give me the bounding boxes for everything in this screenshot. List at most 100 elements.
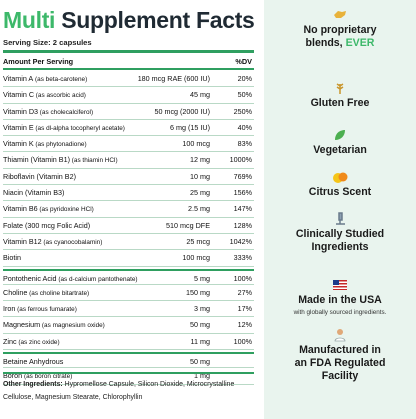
nutrient-source: (as cyanocobalamin) [41, 238, 103, 246]
nutrient-name: Vitamin K [3, 139, 34, 149]
nutrient-source: (as dl-alpha tocopheryl acetate) [33, 124, 125, 132]
feature-gluten-free: Gluten Free [264, 81, 416, 110]
nutrient-cell: Zinc (as zinc oxide) [3, 334, 60, 351]
feature-fda-facility: Manufactured in an FDA Regulated Facilit… [264, 328, 416, 383]
features-panel: No proprietary blends, EVER Gluten Free … [264, 0, 416, 419]
table-row: Pontothenic Acid (as d-calcium pantothen… [3, 268, 254, 288]
nutrient-dv: 50% [237, 90, 252, 100]
nutrient-dv: 17% [237, 304, 252, 314]
nutrient-source: (as ferrous fumarate) [15, 306, 77, 314]
footer-rule [3, 372, 254, 374]
title-accent: Multi [3, 7, 56, 33]
nutrient-dv: 100% [233, 273, 252, 283]
nutrient-name: Iron [3, 304, 16, 314]
nutrient-dv: 147% [233, 204, 252, 214]
header-bottom-rule [3, 68, 254, 70]
nutrient-amount: 5 mg [194, 273, 210, 283]
nutrient-cell: Niacin (Vitamin B3) [3, 185, 64, 202]
nutrient-dv: 333% [233, 253, 252, 263]
nutrient-amount: 1 mg [194, 371, 210, 381]
nutrient-source: (as phytonadione) [33, 141, 87, 149]
nutrient-cell: Boron (as boron citrate) [3, 368, 72, 385]
nutrient-amount: 100 mcg [182, 253, 210, 263]
nutrient-amount: 50 mg [190, 357, 210, 367]
table-row: Riboflavin (Vitamin B2) 10 mg 769% [3, 169, 254, 186]
table-row: Vitamin D3 (as cholecalciferol) 50 mcg (2… [3, 104, 254, 120]
feature-no-proprietary: No proprietary blends, EVER [264, 8, 416, 50]
title-rest: Supplement Facts [55, 7, 255, 33]
nutrient-amount: 25 mcg [186, 236, 210, 246]
header-rule [3, 50, 254, 53]
table-row: Biotin 100 mcg 333% [3, 250, 254, 267]
nutrient-cell: Magnesium (as magnesium oxide) [3, 317, 105, 334]
nutrient-cell: Iron (as ferrous fumarate) [3, 301, 77, 318]
nutrient-cell: Vitamin A (as beta-carotene) [3, 71, 87, 88]
nutrient-name: Vitamin D3 [3, 106, 39, 116]
nutrient-name: Folate (300 mcg Folic Acid) [3, 220, 91, 230]
nutrient-name: Choline [3, 287, 28, 297]
feature-clinically-studied: Clinically Studied Ingredients [264, 212, 416, 254]
table-row: Vitamin B6 (as pyridoxine HCl) 2.5 mg 147% [3, 201, 254, 218]
nutrient-cell: Choline (as choline bitartrate) [3, 285, 89, 302]
table-row: Vitamin C (as ascorbic acid) 45 mg 50% [3, 87, 254, 104]
nutrient-source: (as thiamin HCl) [69, 157, 118, 165]
nutrient-amount: 2.5 mg [188, 204, 210, 214]
nutrient-source: (as zinc oxide) [16, 338, 60, 346]
nutrient-cell: Vitamin B6 (as pyridoxine HCl) [3, 201, 94, 218]
nutrient-amount: 150 mg [186, 287, 210, 297]
nutrient-source: (as choline bitartrate) [27, 289, 90, 297]
nutrient-dv: 12% [237, 320, 252, 330]
nutrient-cell: Folate (300 mcg Folic Acid) [3, 218, 90, 235]
nutrient-amount: 45 mg [190, 90, 210, 100]
nutrient-table: Vitamin A (as beta-carotene) 180 mcg RAE … [3, 71, 254, 385]
nutrient-dv: 250% [233, 106, 252, 116]
nutrient-name: Vitamin B6 [3, 204, 38, 214]
nutrient-amount: 3 mg [194, 304, 210, 314]
nutrient-name: Vitamin A [3, 74, 34, 83]
feature-sublabel: with globally sourced ingredients. [293, 309, 387, 316]
nutrient-amount: 10 mg [190, 171, 210, 181]
table-header: Amount Per Serving %DV [3, 57, 254, 69]
scientist-icon [334, 329, 346, 342]
nutrient-name: Betaine Anhydrous [3, 357, 64, 367]
nutrient-name: Niacin (Vitamin B3) [3, 188, 65, 198]
nutrient-amount: 11 mg [190, 336, 210, 346]
table-row: Thiamin (Vitamin B1) (as thiamin HCl) 12 … [3, 152, 254, 169]
feature-label: Manufactured in [299, 344, 381, 356]
nutrient-dv: 769% [233, 171, 252, 181]
nutrient-cell: Pontothenic Acid (as d-calcium pantothen… [3, 271, 138, 288]
table-row: Zinc (as zinc oxide) 11 mg 100% [3, 334, 254, 351]
table-row: Choline (as choline bitartrate) 150 mg 27% [3, 285, 254, 302]
nutrient-source: (as boron citrate) [22, 373, 73, 381]
amount-header: Amount Per Serving [3, 57, 74, 66]
feature-label-2: Ingredients [311, 241, 369, 253]
serving-size: Serving Size: 2 capsules [3, 38, 92, 47]
nutrient-dv: 156% [233, 188, 252, 198]
feature-citrus-scent: Citrus Scent [264, 170, 416, 199]
nutrient-dv: 27% [237, 287, 252, 297]
nutrient-cell: Vitamin K (as phytonadione) [3, 136, 87, 153]
page-title: Multi Supplement Facts [3, 7, 255, 34]
leaf-icon [335, 130, 345, 140]
other-ingredients: Other Ingredients: Hypromellose Capsule,… [3, 379, 254, 404]
nutrient-name: Thiamin (Vitamin B1) [3, 155, 70, 165]
nutrient-dv: 20% [237, 74, 252, 83]
hand-icon [334, 11, 346, 18]
microscope-icon [336, 212, 345, 225]
table-row: Vitamin B12 (as cyanocobalamin) 25 mcg 104… [3, 234, 254, 251]
nutrient-dv: 128% [233, 220, 252, 230]
table-row: Folate (300 mcg Folic Acid) 510 mcg DFE 12… [3, 218, 254, 234]
nutrient-amount: 25 mg [190, 188, 210, 198]
nutrient-dv: 40% [237, 122, 252, 132]
nutrient-cell: Vitamin E (as dl-alpha tocopheryl acetat… [3, 120, 125, 137]
nutrient-cell: Riboflavin (Vitamin B2) [3, 169, 76, 186]
nutrient-name: Vitamin C [3, 90, 35, 100]
nutrient-amount: 6 mg (15 IU) [170, 122, 210, 132]
nutrient-amount: 12 mg [190, 155, 210, 165]
nutrient-name: Boron [3, 371, 23, 381]
nutrient-name: Magnesium [3, 320, 41, 330]
nutrient-amount: 180 mcg RAE (600 IU) [137, 74, 210, 83]
feature-label-2: an FDA Regulated [294, 357, 386, 369]
table-row: Vitamin K (as phytonadione) 100 mcg 83% [3, 136, 254, 153]
feature-label: Clinically Studied [295, 228, 385, 240]
